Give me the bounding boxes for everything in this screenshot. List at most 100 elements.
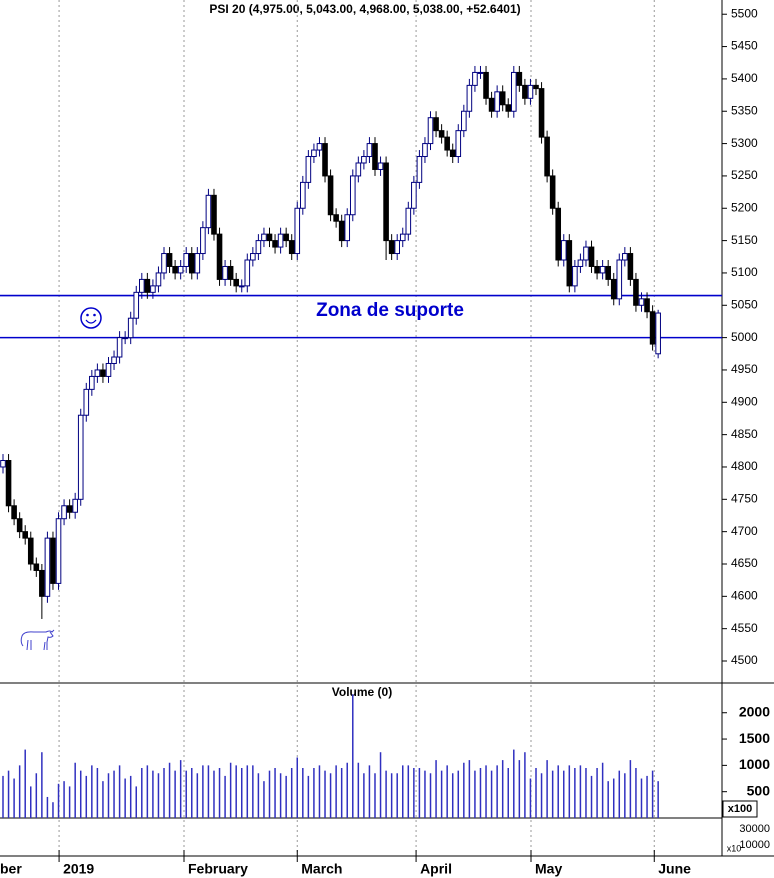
candle-body (466, 84, 473, 112)
y-tick-label: 5200 (731, 200, 758, 214)
candle-body (572, 265, 578, 287)
candle-body (427, 117, 434, 145)
candle-body (394, 240, 400, 255)
smiley (80, 307, 102, 329)
y-tick-label: 4950 (731, 362, 758, 376)
candle-body (172, 265, 178, 274)
candle-body (205, 194, 212, 229)
candle-body (638, 298, 645, 306)
candle-body (538, 88, 545, 138)
candle-body (605, 265, 611, 280)
y-tick-label: 4900 (731, 394, 758, 408)
candle-body (527, 84, 534, 99)
candle-body (133, 291, 140, 319)
candle-body (316, 143, 323, 151)
y-tick-label: 4800 (731, 459, 758, 473)
lower-unit: x10 (727, 843, 742, 853)
candle-body (211, 194, 217, 235)
candle-body (261, 233, 267, 242)
candle-body (311, 149, 317, 158)
y-tick-label: 1500 (739, 730, 770, 746)
candle-body (438, 130, 445, 138)
candle-body (344, 214, 351, 242)
annotation: Zona de suporte (316, 300, 464, 321)
candle-body (250, 253, 256, 261)
candle-body (44, 537, 51, 597)
candle-body (544, 136, 550, 177)
candle-body (622, 253, 628, 261)
y-tick-label: 5350 (731, 103, 758, 117)
candle-body (483, 71, 489, 99)
candle-body (55, 518, 62, 584)
candle-body (616, 259, 623, 300)
candle-body (94, 369, 101, 377)
candle-body (649, 311, 656, 345)
candle-body (566, 240, 573, 287)
candle-body (16, 518, 23, 533)
candle-body (39, 569, 45, 597)
candle-body (150, 285, 156, 293)
candle-body (116, 337, 123, 358)
lower-tick-label: 10000 (739, 839, 770, 851)
candle-body (327, 175, 334, 216)
candle-body (516, 71, 523, 86)
candle-body (455, 130, 462, 158)
candle-body (549, 175, 556, 209)
candle-body (505, 104, 512, 112)
y-tick-label: 5150 (731, 233, 758, 247)
candle-body (449, 149, 456, 158)
candle-body (216, 233, 223, 280)
candle-body (0, 460, 6, 468)
candle-body (610, 278, 617, 300)
candle-body (599, 265, 606, 274)
candle-body (555, 207, 562, 261)
y-tick-label: 5450 (731, 39, 758, 53)
x-tick-label: May (535, 861, 562, 877)
candle-body (494, 91, 500, 112)
y-tick-label: 4500 (731, 653, 758, 667)
candle-body (105, 362, 112, 377)
candle-body (233, 278, 239, 287)
volume-unit: x100 (728, 803, 752, 815)
y-tick-label: 4750 (731, 491, 758, 505)
candle-body (338, 220, 345, 242)
candle-body (122, 337, 128, 340)
y-tick-label: 5250 (731, 168, 758, 182)
x-tick-label: 2019 (63, 861, 94, 877)
candle-body (355, 162, 362, 177)
candle-body (277, 233, 284, 248)
candle-body (300, 181, 306, 209)
candle-body (111, 356, 117, 364)
y-tick-label: 5000 (731, 330, 758, 344)
candle-body (77, 414, 84, 500)
candle-body (155, 272, 162, 287)
candle-body (583, 246, 589, 261)
y-tick-label: 500 (747, 782, 771, 798)
y-tick-label: 5500 (731, 6, 758, 20)
candle-body (361, 156, 367, 164)
candle-body (27, 537, 34, 565)
candle-body (127, 317, 134, 339)
candle-body (644, 298, 650, 313)
candle-body (416, 156, 423, 183)
candle-body (272, 240, 278, 248)
bull-icon (20, 629, 55, 651)
y-tick-label: 5100 (731, 265, 758, 279)
candle-body (294, 207, 301, 255)
candle-body (405, 207, 412, 235)
candle-body (594, 265, 600, 274)
candle-body (11, 505, 17, 520)
candle-body (50, 537, 56, 584)
candle-body (388, 240, 395, 255)
y-tick-label: 4650 (731, 556, 758, 570)
candle-body (305, 156, 312, 183)
candle-body (533, 84, 539, 90)
y-tick-label: 5050 (731, 297, 758, 311)
unit-box (722, 800, 758, 818)
x-tick-label: April (420, 861, 452, 877)
candle-body (61, 505, 67, 520)
candle-body (322, 143, 328, 177)
candle-body (33, 563, 40, 571)
candle-body (499, 91, 506, 106)
